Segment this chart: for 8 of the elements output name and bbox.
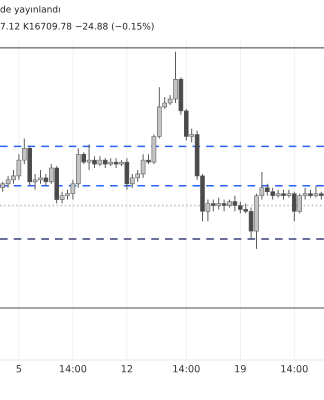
x-tick-label: 14:00 [60, 365, 86, 372]
x-tick-label: 19 [235, 365, 246, 372]
x-tick-label: 14:00 [281, 365, 308, 372]
x-tick-label: 14:00 [173, 365, 200, 372]
x-tick-label: 5 [16, 365, 22, 372]
x-tick-label: 12 [122, 365, 132, 372]
text: de yayınlandı [0, 6, 60, 14]
text: 7.12 K16709.78 −24.88 (−0.15%) [0, 22, 154, 31]
